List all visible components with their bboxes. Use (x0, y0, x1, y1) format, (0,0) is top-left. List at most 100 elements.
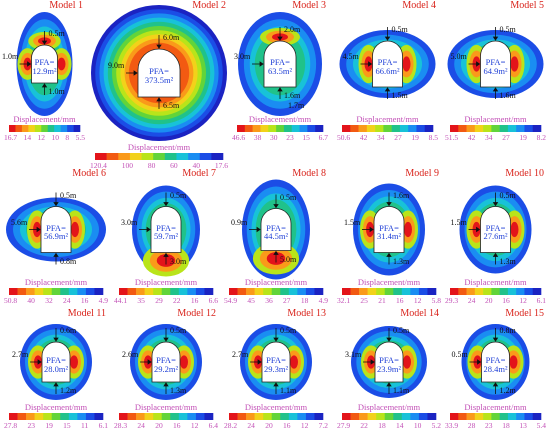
tunnel-opening (374, 341, 404, 383)
colorbar-tick: 18 (300, 296, 309, 305)
dimension-label: 5.6m (11, 217, 28, 227)
dimension-label: 0.5m (280, 326, 297, 335)
model-panel: PFA= 27.6m² 0.5m 1.5m 1.3m Model 10 Displaceme… (443, 168, 548, 305)
dimension-label: 0.5m (60, 190, 77, 200)
colorbar-ticks: 120.4 100 80 60 40 17.6 (90, 161, 228, 170)
model-panel: PFA= 63.5m² 2.0m 3.0m 1.6m 1.7m Model 3 Displac… (230, 0, 330, 150)
displacement-label: Displacement/mm (464, 277, 527, 287)
dimension-label: 0.5m (48, 29, 65, 38)
displacement-label: Displacement/mm (357, 277, 421, 287)
colorbar-tick: 4.9 (98, 296, 108, 305)
dimension-arrows (362, 192, 392, 265)
contour-hotspot (402, 56, 411, 72)
pfa-prefix: PFA= (270, 57, 290, 67)
dimension-arrows (363, 328, 392, 394)
colorbar-tick: 42 (359, 133, 368, 142)
model-title: Model 5 (510, 0, 544, 11)
colorbar-segment (85, 413, 95, 420)
colorbar-tick: 20 (485, 296, 493, 305)
contour-hotspot (509, 355, 518, 369)
colorbar-segment (283, 125, 293, 132)
colorbar-tick: 50.8 (4, 296, 18, 305)
dimension-label: 2.7m (232, 350, 249, 359)
colorbar-segment (427, 288, 437, 295)
pfa-label: PFA= 31.4m² (364, 222, 414, 242)
colorbar-segment (359, 288, 368, 295)
pfa-value: 63.5m² (267, 65, 293, 76)
colorbar-segment (516, 288, 525, 295)
pfa-prefix: PFA= (485, 57, 506, 67)
model-title: Model 11 (67, 308, 106, 319)
displacement-contour (242, 179, 310, 280)
colorbar-ticks: 50.8 40 32 24 16 4.9 (4, 296, 108, 305)
colorbar-segment (342, 288, 351, 295)
colorbar-segment (254, 288, 264, 295)
model-title: Model 10 (505, 168, 544, 179)
colorbar-segment (94, 288, 104, 295)
colorbar-tick: 12 (519, 296, 527, 305)
colorbar-tick: 46.6 (232, 133, 246, 142)
dimension-label: 0.6m (60, 326, 77, 335)
tunnel-opening (261, 341, 291, 383)
displacement-label: Displacement/mm (464, 114, 527, 124)
colorbar-tick: 21 (378, 296, 386, 305)
pfa-prefix: PFA= (379, 222, 399, 233)
colorbar-segment (384, 413, 394, 420)
colorbar-tick: 19 (411, 133, 419, 142)
contour-hotspot (70, 355, 78, 369)
colorbar-segment (483, 413, 492, 420)
colorbar-segment (41, 125, 49, 132)
tunnel-opening (480, 206, 511, 253)
dimension-label: 1.2m (499, 386, 516, 395)
displacement-label: Displacement/mm (244, 277, 308, 287)
dimension-arrows (140, 328, 169, 394)
colorbar-segment (466, 288, 476, 295)
pfa-prefix: PFA= (266, 222, 286, 233)
displacement-label: Displacement/mm (127, 142, 191, 152)
displacement-contour (339, 27, 436, 99)
contour-hotspot (404, 221, 412, 238)
colorbar-tick: 36 (265, 296, 273, 305)
tunnel-opening (40, 206, 72, 253)
displacement-contour (132, 185, 200, 277)
pfa-label: PFA= 66.6m² (363, 58, 413, 76)
colorbar-segment (342, 413, 351, 420)
colorbar-segment (367, 288, 377, 295)
colorbar-segment (458, 413, 467, 420)
displacement-label: Displacement/mm (24, 277, 88, 287)
colorbar (342, 125, 434, 132)
displacement-contour (20, 324, 92, 400)
model-title: Model 7 (182, 168, 216, 179)
colorbar-segment (305, 413, 315, 420)
colorbar-segment (532, 125, 542, 132)
colorbar-tick: 24 (63, 296, 71, 305)
colorbar-segment (15, 125, 23, 132)
colorbar-tick: 34 (485, 133, 493, 142)
colorbar-segment (491, 413, 500, 420)
colorbar-segment (17, 413, 27, 420)
colorbar-segment (271, 413, 281, 420)
colorbar-tick: 4.9 (318, 296, 328, 305)
dimension-label: 1.0m (48, 87, 65, 96)
dimension-label: 3.1m (345, 350, 362, 359)
dimension-label: 1.3m (393, 256, 410, 266)
pfa-label: PFA= 373.5m² (134, 67, 184, 85)
model-panel: PFA= 31.4m² 1.6m 1.5m 1.3m Model 9 Displacemen… (335, 168, 443, 305)
displacement-contour (447, 27, 544, 99)
colorbar-segment (161, 288, 171, 295)
colorbar-segment (9, 413, 18, 420)
colorbar-segment (26, 288, 35, 295)
pfa-label: PFA= 64.9m² (471, 58, 521, 76)
colorbar-segment (119, 288, 128, 295)
colorbar-segment (350, 125, 359, 132)
colorbar-ticks: 46.6 38 30 23 15 6.7 (232, 133, 328, 142)
colorbar-segment (280, 288, 290, 295)
dimension-label: 4.5m (342, 52, 359, 61)
dimension-label: 0.5m (391, 25, 408, 34)
colorbar-segment (178, 413, 188, 420)
colorbar (229, 413, 324, 420)
colorbar-segment (491, 288, 500, 295)
colorbar-tick: 6.7 (318, 133, 328, 142)
model-title: Model 9 (405, 168, 439, 179)
dimension-label: 0.5m (280, 192, 297, 202)
